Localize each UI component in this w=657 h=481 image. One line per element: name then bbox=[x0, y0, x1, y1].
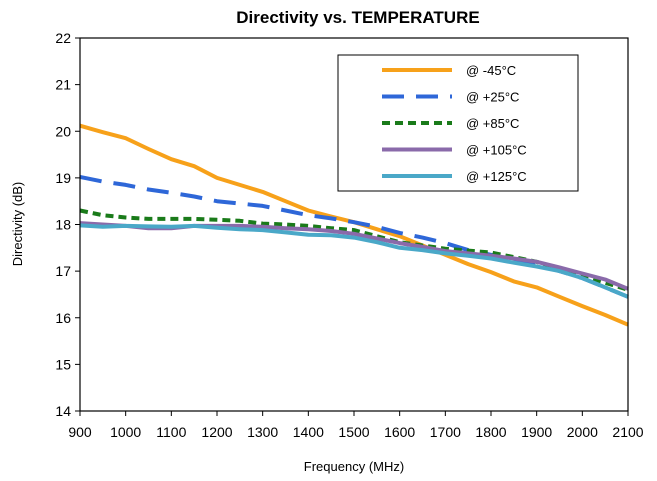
series-line-2 bbox=[79, 174, 629, 299]
x-tick-label: 2100 bbox=[612, 424, 643, 440]
x-tick-label: 1000 bbox=[110, 424, 141, 440]
y-tick-label: 20 bbox=[55, 123, 71, 139]
x-tick-label: 1400 bbox=[293, 424, 324, 440]
legend-box bbox=[337, 54, 579, 192]
y-tick-label: 15 bbox=[55, 356, 71, 372]
x-tick-label: 1300 bbox=[247, 424, 278, 440]
legend-label-5: @ +125°C bbox=[466, 169, 527, 184]
y-tick-label: 17 bbox=[55, 263, 71, 279]
x-tick-label: 1700 bbox=[430, 424, 461, 440]
series-line-5 bbox=[79, 223, 629, 299]
x-tick-label: 2000 bbox=[567, 424, 598, 440]
y-tick-label: 21 bbox=[55, 77, 71, 93]
legend-label-3: @ +85°C bbox=[466, 116, 519, 131]
x-tick-label: 1600 bbox=[384, 424, 415, 440]
x-axis-title: Frequency (MHz) bbox=[304, 459, 404, 474]
chart-title: Directivity vs. TEMPERATURE bbox=[236, 8, 479, 27]
x-tick-label: 1100 bbox=[156, 424, 186, 440]
legend-label-4: @ +105°C bbox=[466, 143, 527, 158]
x-tick-label: 900 bbox=[68, 424, 92, 440]
x-tick-label: 1500 bbox=[338, 424, 369, 440]
legend-label-2: @ +25°C bbox=[466, 90, 519, 105]
legend: @ -45°C @ +25°C @ +85°C @ +105°C @ +125°C bbox=[337, 54, 579, 192]
legend-label-1: @ -45°C bbox=[466, 63, 516, 78]
y-tick-label: 14 bbox=[55, 403, 71, 419]
x-tick-label: 1800 bbox=[475, 424, 506, 440]
y-axis-title: Directivity (dB) bbox=[10, 182, 25, 267]
x-tick-label: 1200 bbox=[201, 424, 232, 440]
y-tick-label: 22 bbox=[55, 30, 71, 46]
axes-layer: 14 15 16 17 18 19 20 21 22 900 1000 1100 1200 1300 140… bbox=[55, 30, 643, 440]
y-tick-label: 16 bbox=[55, 310, 71, 326]
y-tick-label: 18 bbox=[55, 217, 71, 233]
series-layer bbox=[79, 123, 629, 327]
y-tick-label: 19 bbox=[55, 170, 71, 186]
x-tick-label: 1900 bbox=[521, 424, 552, 440]
